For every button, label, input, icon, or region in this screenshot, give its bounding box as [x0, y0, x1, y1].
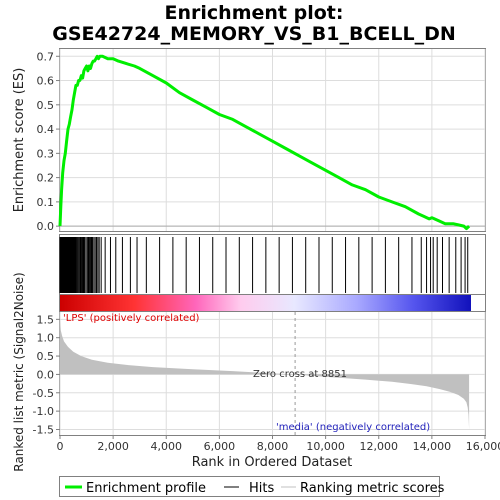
- legend-frame: [59, 476, 440, 497]
- ranking-metric-panel: 1.5 1.0 0.5 0.0 -0.5 -1.0 -1.5 'LPS' (positive…: [33, 311, 486, 436]
- x-tick-label: 12,000: [360, 440, 399, 453]
- x-tick-label: 8,000: [257, 440, 289, 453]
- enrichment-tick-label: 0.1: [37, 196, 55, 209]
- x-tick-label: 14,000: [413, 440, 452, 453]
- ranking-metric-tick-label: -1.0: [33, 405, 54, 418]
- positive-correlation-label: 'LPS' (positively correlated): [63, 313, 200, 324]
- x-axis-label: Rank in Ordered Dataset: [192, 455, 353, 470]
- legend-enrichment-label: Enrichment profile: [86, 481, 206, 496]
- ranking-metric-tick-label: -0.5: [33, 387, 54, 400]
- enrichment-axis-label: Enrichment score (ES): [12, 68, 27, 213]
- hit-markers: [59, 237, 469, 293]
- x-axis-ticks: 0 2,000 4,000 6,000 8,000 10,000 12,000 14,000 1…: [57, 435, 500, 453]
- x-tick-label: 0: [57, 440, 64, 453]
- x-tick-label: 6,000: [204, 440, 236, 453]
- ranking-metric-area: [60, 319, 470, 430]
- enrichment-tick-label: 0.2: [37, 172, 55, 185]
- hits-panel: [59, 234, 486, 295]
- rank-gradient: [60, 295, 471, 311]
- ranking-metric-tick-label: 1.5: [37, 313, 55, 326]
- x-tick-label: 2,000: [97, 440, 129, 453]
- enrichment-tick-label: 0.7: [37, 50, 55, 63]
- enrichment-y-ticks: 0.0 0.1 0.2 0.3 0.4 0.5 0.6 0.7: [37, 50, 60, 233]
- chart-title-line1: Enrichment plot:: [165, 2, 344, 24]
- x-tick-label: 4,000: [151, 440, 183, 453]
- enrichment-tick-label: 0.3: [37, 147, 55, 160]
- ranking-metric-y-ticks: 1.5 1.0 0.5 0.0 -0.5 -1.0 -1.5: [33, 313, 60, 436]
- ranking-metric-tick-label: 0.0: [37, 368, 55, 381]
- legend-hits-label: Hits: [249, 481, 274, 496]
- x-tick-label: 10,000: [306, 440, 345, 453]
- enrichment-panel: 0.0 0.1 0.2 0.3 0.4 0.5 0.6 0.7: [37, 48, 486, 233]
- ranking-metric-tick-label: 0.5: [37, 350, 55, 363]
- ranking-metric-axis-label: Ranked list metric (Signal2Noise): [12, 272, 26, 471]
- zero-cross-label: Zero cross at 8851: [253, 369, 347, 380]
- rank-color-bar: [59, 294, 486, 312]
- enrichment-tick-label: 0.6: [37, 75, 55, 88]
- x-tick-label: 16,000: [466, 440, 500, 453]
- negative-correlation-label: 'media' (negatively correlated): [276, 422, 430, 433]
- ranking-metric-tick-label: -1.5: [33, 423, 54, 436]
- ranking-metric-tick-label: 1.0: [37, 332, 55, 345]
- enrichment-tick-label: 0.0: [37, 220, 55, 233]
- legend: Enrichment profile Hits Ranking metric s…: [59, 476, 445, 497]
- enrichment-tick-label: 0.5: [37, 99, 55, 112]
- enrichment-tick-label: 0.4: [37, 123, 55, 136]
- enrichment-profile-line: [58, 54, 471, 231]
- legend-metric-label: Ranking metric scores: [300, 481, 445, 496]
- chart-title-line2: GSE42724_MEMORY_VS_B1_BCELL_DN: [52, 23, 456, 45]
